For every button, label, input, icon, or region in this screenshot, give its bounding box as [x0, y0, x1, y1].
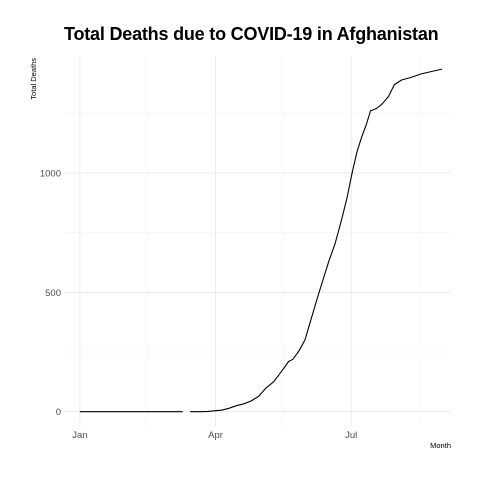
- y-tick-label: 500: [45, 288, 61, 299]
- x-tick-label: Apr: [208, 430, 223, 441]
- x-tick-label: Jan: [72, 430, 87, 441]
- chart-title: Total Deaths due to COVID-19 in Afghanis…: [64, 24, 439, 44]
- y-axis-label: Total Deaths: [29, 58, 38, 100]
- y-tick-label: 0: [56, 407, 61, 418]
- x-tick-label: Jul: [345, 430, 357, 441]
- x-axis-label: Month: [430, 441, 451, 450]
- series-line: [190, 68, 443, 413]
- y-tick-label: 1000: [40, 168, 61, 179]
